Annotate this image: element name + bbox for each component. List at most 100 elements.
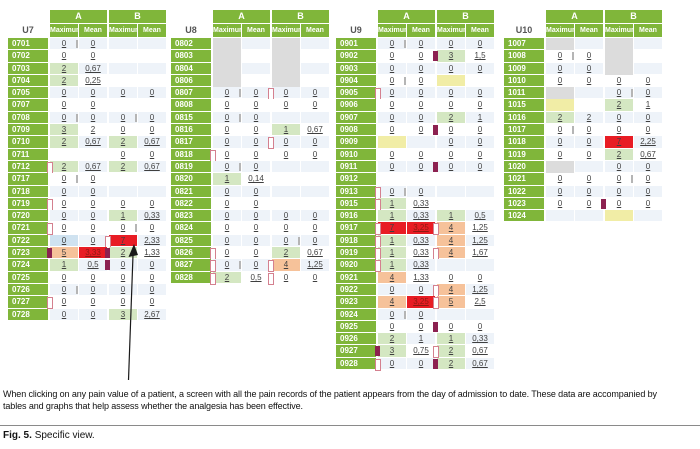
pain-mean-b-cell[interactable]: 0 (138, 111, 166, 125)
pain-mean-b-cell[interactable]: 1,5 (466, 50, 494, 63)
pain-max-a-cell[interactable]: 0 (213, 160, 241, 174)
pain-mean-a-cell[interactable]: 0 (79, 308, 107, 321)
pain-max-b-cell[interactable]: 0 (605, 87, 633, 100)
pain-mean-a-cell[interactable]: 0 (79, 210, 107, 223)
pain-max-b-cell[interactable]: 0 (109, 222, 137, 235)
pain-max-a-cell[interactable]: 0 (378, 357, 406, 371)
pain-mean-a-cell[interactable]: 0 (575, 173, 603, 186)
pain-max-a-cell[interactable]: 0 (378, 99, 406, 112)
pain-max-a-cell[interactable]: 0 (213, 148, 241, 161)
pain-max-a-cell[interactable]: 2 (50, 160, 78, 174)
pain-max-a-cell[interactable]: 0 (378, 283, 406, 297)
pain-mean-a-cell[interactable]: 0 (407, 74, 435, 88)
pain-max-b-cell[interactable]: 0 (437, 320, 465, 334)
pain-mean-b-cell[interactable]: 0 (301, 136, 329, 149)
pain-mean-b-cell[interactable]: 2,67 (138, 308, 166, 321)
pain-mean-a-cell[interactable]: 0 (242, 185, 270, 198)
pain-mean-b-cell[interactable]: 0 (466, 87, 494, 100)
pain-mean-a-cell[interactable]: 0 (79, 271, 107, 284)
pain-max-b-cell[interactable]: 4 (437, 234, 465, 248)
pain-mean-a-cell[interactable]: 0 (407, 124, 435, 137)
pain-mean-a-cell[interactable]: 0 (79, 283, 107, 297)
pain-mean-b-cell[interactable]: 2,25 (634, 136, 662, 149)
pain-mean-b-cell[interactable]: 0 (634, 111, 662, 125)
pain-max-b-cell[interactable]: 2 (437, 357, 465, 371)
pain-mean-b-cell[interactable]: 0,67 (138, 136, 166, 149)
pain-mean-a-cell[interactable]: 0 (575, 185, 603, 198)
pain-max-b-cell[interactable]: 7 (605, 136, 633, 149)
pain-max-b-cell[interactable]: 0 (109, 197, 137, 211)
pain-mean-b-cell[interactable]: 1,33 (138, 247, 166, 260)
pain-mean-a-cell[interactable]: 0 (242, 160, 270, 174)
pain-max-a-cell[interactable]: 0 (378, 74, 406, 88)
pain-mean-b-cell[interactable]: 0 (301, 234, 329, 248)
pain-max-a-cell[interactable]: 1 (378, 234, 406, 248)
pain-mean-b-cell[interactable]: 0,67 (466, 345, 494, 358)
pain-max-a-cell[interactable]: 3 (50, 124, 78, 137)
pain-mean-a-cell[interactable]: 0,33 (407, 247, 435, 260)
pain-mean-b-cell[interactable]: 0 (138, 87, 166, 100)
pain-max-b-cell[interactable]: 3 (109, 308, 137, 321)
pain-mean-a-cell[interactable]: 0 (575, 74, 603, 88)
pain-max-b-cell[interactable]: 0 (605, 111, 633, 125)
pain-max-b-cell[interactable]: 0 (437, 271, 465, 284)
pain-max-a-cell[interactable]: 0 (50, 38, 78, 51)
pain-mean-a-cell[interactable]: 0,67 (79, 136, 107, 149)
pain-mean-a-cell[interactable]: 0 (407, 308, 435, 321)
pain-max-b-cell[interactable]: 2 (437, 345, 465, 358)
pain-max-b-cell[interactable]: 0 (272, 148, 300, 161)
pain-max-b-cell[interactable]: 0 (605, 185, 633, 198)
pain-max-a-cell[interactable]: 7 (378, 222, 406, 235)
pain-max-b-cell[interactable]: 3 (437, 50, 465, 63)
pain-mean-a-cell[interactable]: 0 (79, 111, 107, 125)
pain-mean-b-cell[interactable]: 0 (634, 87, 662, 100)
pain-mean-b-cell[interactable]: 0,5 (466, 210, 494, 223)
pain-mean-a-cell[interactable]: 0 (242, 136, 270, 149)
pain-mean-b-cell[interactable]: 0 (466, 99, 494, 112)
pain-max-b-cell[interactable]: 0 (272, 210, 300, 223)
pain-mean-a-cell[interactable]: 0 (242, 210, 270, 223)
pain-max-b-cell[interactable]: 2 (605, 99, 633, 112)
pain-mean-a-cell[interactable]: 0 (407, 160, 435, 174)
pain-max-a-cell[interactable]: 0 (378, 38, 406, 51)
pain-max-a-cell[interactable]: 0 (213, 99, 241, 112)
pain-max-b-cell[interactable]: 0 (437, 38, 465, 51)
pain-max-b-cell[interactable]: 0 (437, 99, 465, 112)
pain-mean-b-cell[interactable]: 1,25 (466, 222, 494, 235)
pain-mean-a-cell[interactable]: 0 (407, 62, 435, 75)
pain-mean-b-cell[interactable]: 0 (466, 271, 494, 284)
pain-mean-a-cell[interactable]: 2 (575, 111, 603, 125)
pain-max-b-cell[interactable]: 2 (272, 247, 300, 260)
pain-max-a-cell[interactable]: 5 (50, 247, 78, 260)
pain-max-a-cell[interactable]: 0 (50, 111, 78, 125)
pain-mean-a-cell[interactable]: 0 (79, 234, 107, 248)
pain-mean-b-cell[interactable]: 0 (634, 124, 662, 137)
pain-mean-a-cell[interactable]: 0 (79, 173, 107, 186)
pain-max-a-cell[interactable]: 0 (50, 271, 78, 284)
pain-max-b-cell[interactable]: 0 (272, 136, 300, 149)
pain-mean-a-cell[interactable]: 0 (79, 50, 107, 63)
pain-mean-b-cell[interactable]: 0,33 (466, 333, 494, 346)
pain-mean-a-cell[interactable]: 0 (79, 222, 107, 235)
pain-max-a-cell[interactable]: 0 (213, 259, 241, 272)
pain-mean-b-cell[interactable]: 0,67 (466, 357, 494, 371)
pain-max-a-cell[interactable]: 0 (378, 148, 406, 161)
pain-mean-b-cell[interactable]: 1,25 (466, 283, 494, 297)
pain-mean-b-cell[interactable]: 1 (634, 99, 662, 112)
pain-max-b-cell[interactable]: 2 (437, 111, 465, 125)
pain-mean-a-cell[interactable]: 1 (407, 333, 435, 346)
pain-max-b-cell[interactable]: 0 (605, 74, 633, 88)
pain-max-a-cell[interactable]: 0 (213, 247, 241, 260)
pain-max-a-cell[interactable]: 0 (50, 197, 78, 211)
pain-max-b-cell[interactable]: 0 (437, 62, 465, 75)
pain-max-b-cell[interactable]: 0 (272, 99, 300, 112)
pain-max-a-cell[interactable]: 2 (50, 62, 78, 75)
pain-max-a-cell[interactable]: 0 (213, 197, 241, 211)
pain-max-b-cell[interactable]: 1 (272, 124, 300, 137)
pain-max-b-cell[interactable]: 2 (109, 136, 137, 149)
pain-max-a-cell[interactable]: 0 (378, 320, 406, 334)
pain-mean-a-cell[interactable]: 0 (575, 136, 603, 149)
pain-max-b-cell[interactable]: 1 (437, 210, 465, 223)
pain-max-a-cell[interactable]: 0 (546, 185, 574, 198)
pain-max-a-cell[interactable]: 0 (378, 308, 406, 321)
